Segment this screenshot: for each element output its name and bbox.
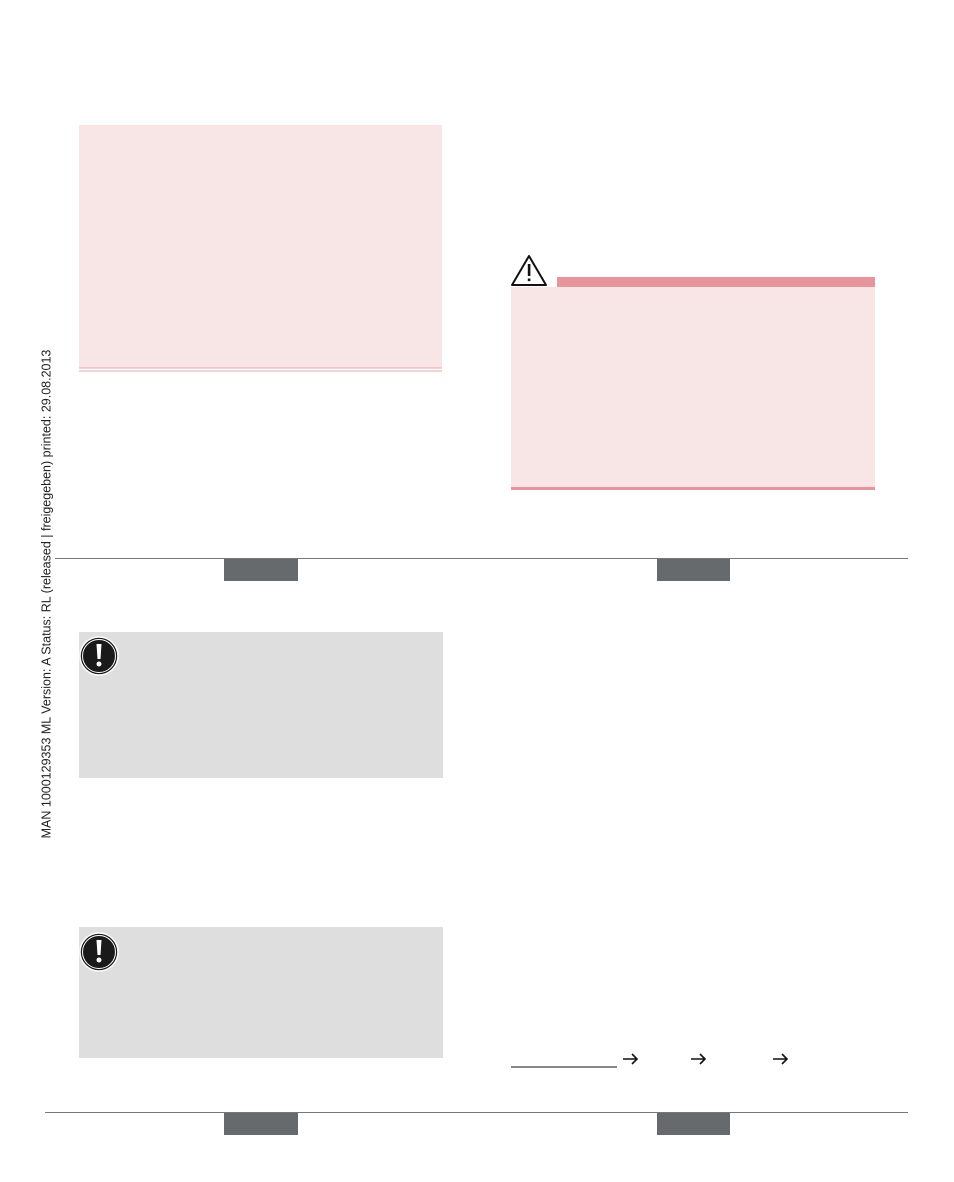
page-tab bbox=[224, 1113, 298, 1135]
warning-icon bbox=[511, 255, 547, 286]
arrows bbox=[623, 1053, 789, 1065]
note-icon bbox=[79, 932, 119, 972]
info-box bbox=[79, 125, 442, 368]
warning-box bbox=[511, 287, 875, 487]
note-box bbox=[79, 927, 443, 1058]
note-box bbox=[79, 632, 443, 778]
note-icon bbox=[79, 636, 119, 676]
warning-header bbox=[557, 277, 875, 287]
page-tab bbox=[224, 559, 298, 581]
sidebar-text: MAN 1000129353 ML Version: A Status: RL … bbox=[39, 350, 53, 839]
warning-rule bbox=[511, 487, 875, 490]
page-tab bbox=[657, 559, 730, 581]
page-tab bbox=[657, 1113, 730, 1135]
